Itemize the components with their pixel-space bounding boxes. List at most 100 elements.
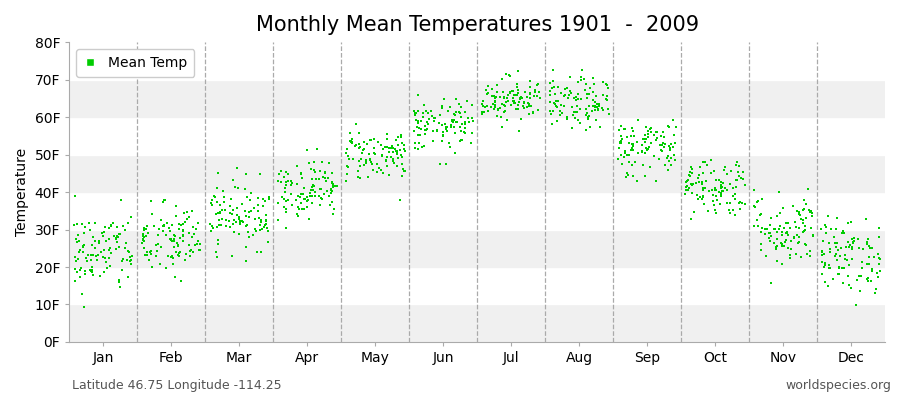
Point — [714, 185, 728, 192]
Point — [325, 199, 339, 205]
Point — [136, 233, 150, 239]
Point — [391, 149, 405, 156]
Point — [832, 252, 847, 259]
Point — [114, 258, 129, 264]
Point — [259, 216, 274, 223]
Point — [166, 232, 181, 238]
Point — [379, 157, 393, 163]
Point — [653, 146, 668, 153]
Point — [164, 237, 178, 244]
Point — [475, 103, 490, 109]
Point — [465, 118, 480, 124]
Point — [277, 174, 292, 180]
Point — [168, 213, 183, 220]
Point — [74, 265, 88, 271]
Point — [840, 257, 854, 264]
Point — [78, 271, 93, 277]
Point — [844, 285, 859, 291]
Point — [407, 128, 421, 134]
Point — [842, 262, 857, 268]
Point — [85, 242, 99, 248]
Point — [839, 244, 853, 250]
Point — [762, 230, 777, 237]
Point — [506, 95, 520, 102]
Point — [626, 145, 640, 152]
Point — [310, 146, 324, 152]
Point — [488, 99, 502, 106]
Point — [487, 93, 501, 99]
Point — [408, 112, 422, 118]
Point — [868, 286, 883, 292]
Point — [120, 256, 134, 263]
Point — [261, 228, 275, 234]
Point — [575, 67, 590, 73]
Point — [290, 162, 304, 169]
Point — [754, 229, 769, 235]
Point — [139, 252, 153, 258]
Point — [705, 187, 719, 193]
Point — [550, 118, 564, 124]
Point — [580, 126, 594, 133]
Point — [526, 93, 541, 100]
Point — [326, 180, 340, 187]
Point — [340, 153, 355, 160]
Point — [618, 150, 633, 157]
Point — [112, 231, 127, 237]
Point — [364, 156, 378, 162]
Point — [124, 256, 139, 263]
Point — [173, 249, 187, 255]
Point — [346, 156, 361, 163]
Point — [686, 181, 700, 188]
Point — [380, 131, 394, 138]
Point — [762, 222, 777, 228]
Point — [156, 228, 170, 234]
Point — [351, 174, 365, 181]
Point — [799, 242, 814, 248]
Point — [122, 274, 136, 280]
Point — [238, 186, 252, 192]
Point — [418, 122, 432, 129]
Point — [772, 226, 787, 232]
Point — [772, 189, 787, 196]
Point — [67, 222, 81, 228]
Point — [380, 144, 394, 151]
Point — [262, 196, 276, 202]
Point — [737, 201, 751, 208]
Point — [82, 220, 96, 226]
Point — [611, 145, 625, 151]
Point — [523, 84, 537, 90]
Point — [799, 251, 814, 258]
Point — [558, 92, 572, 98]
Point — [517, 98, 531, 105]
Point — [408, 139, 422, 146]
Point — [355, 156, 369, 163]
Point — [564, 104, 579, 110]
Point — [76, 249, 91, 255]
Point — [453, 124, 467, 130]
Point — [600, 81, 615, 88]
Point — [77, 268, 92, 274]
Point — [511, 128, 526, 134]
Point — [178, 250, 193, 257]
Point — [573, 74, 588, 80]
Point — [828, 240, 842, 246]
Point — [293, 191, 308, 197]
Point — [236, 218, 250, 225]
Point — [845, 244, 859, 250]
Point — [706, 202, 721, 208]
Point — [144, 264, 158, 270]
Point — [861, 243, 876, 249]
Point — [284, 177, 298, 184]
Point — [769, 244, 783, 250]
Point — [272, 171, 286, 178]
Point — [599, 80, 614, 87]
Point — [481, 90, 495, 96]
Point — [774, 240, 788, 246]
Point — [573, 106, 588, 112]
Point — [871, 274, 886, 280]
Point — [572, 96, 586, 102]
Point — [412, 140, 427, 146]
Point — [803, 209, 817, 215]
Point — [783, 246, 797, 252]
Point — [149, 242, 164, 248]
